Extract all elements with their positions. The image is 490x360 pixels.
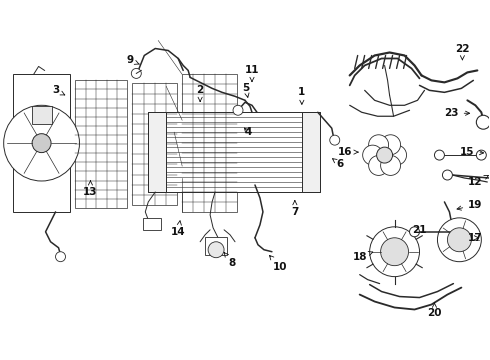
Text: 6: 6 [333, 159, 343, 169]
Text: 4: 4 [245, 127, 252, 137]
Bar [132, 84, 177, 205]
Circle shape [131, 68, 141, 78]
Text: 15: 15 [460, 147, 484, 157]
Circle shape [387, 145, 407, 165]
Circle shape [410, 227, 419, 237]
Text: 9: 9 [127, 55, 139, 66]
Text: 20: 20 [427, 303, 441, 319]
Text: 17: 17 [468, 233, 483, 243]
Circle shape [381, 135, 400, 155]
Bar [143, 218, 161, 230]
Circle shape [208, 242, 224, 258]
Text: 7: 7 [291, 201, 298, 217]
Bar [32, 106, 51, 124]
Text: 19: 19 [457, 200, 483, 210]
Text: 22: 22 [455, 44, 469, 60]
Circle shape [447, 228, 471, 252]
Bar [13, 75, 71, 212]
Bar [205, 237, 227, 255]
Text: 16: 16 [338, 147, 358, 157]
Circle shape [438, 218, 481, 262]
Circle shape [377, 147, 392, 163]
Circle shape [330, 135, 340, 145]
Text: 14: 14 [171, 221, 186, 237]
Circle shape [368, 156, 389, 175]
Text: 8: 8 [224, 252, 236, 268]
Bar [182, 75, 237, 212]
Text: 12: 12 [468, 175, 489, 187]
Circle shape [439, 229, 448, 239]
Text: 5: 5 [243, 84, 249, 98]
Circle shape [435, 150, 444, 160]
Text: 3: 3 [52, 85, 65, 95]
Text: 2: 2 [196, 85, 204, 102]
Bar [75, 80, 127, 208]
Circle shape [363, 145, 383, 165]
Text: 13: 13 [83, 181, 98, 197]
Circle shape [4, 105, 79, 181]
Bar [148, 112, 320, 192]
Text: 1: 1 [298, 87, 305, 104]
Circle shape [381, 156, 400, 175]
Circle shape [476, 150, 486, 160]
Circle shape [442, 170, 452, 180]
Circle shape [369, 227, 419, 276]
Text: 23: 23 [444, 108, 469, 118]
Text: 21: 21 [412, 225, 427, 235]
Circle shape [55, 252, 66, 262]
Circle shape [381, 238, 409, 266]
Bar [148, 112, 166, 192]
Circle shape [476, 115, 490, 129]
Text: 18: 18 [352, 252, 373, 262]
Circle shape [32, 134, 51, 153]
Circle shape [233, 105, 243, 115]
Text: 10: 10 [270, 256, 287, 272]
Bar [302, 112, 320, 192]
Text: 11: 11 [245, 66, 259, 81]
Circle shape [368, 135, 389, 155]
